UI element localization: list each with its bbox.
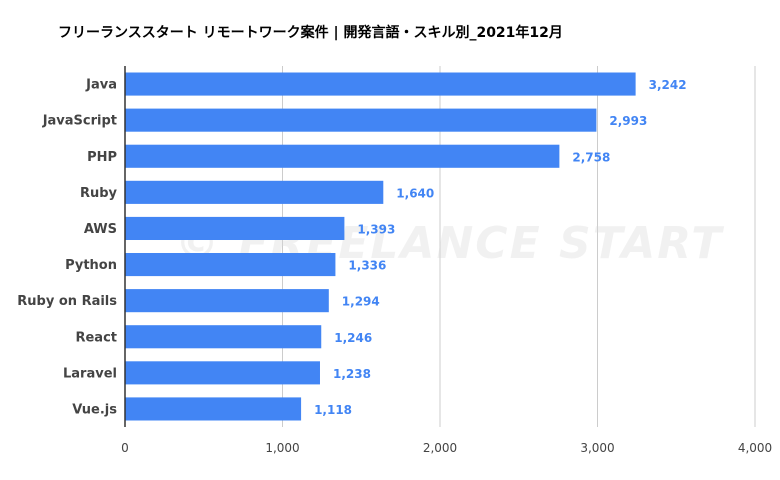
category-label: JavaScript (42, 114, 117, 129)
bar (125, 252, 336, 277)
category-label: AWS (84, 222, 117, 237)
value-label: 1,294 (342, 295, 380, 309)
category-label: Java (85, 78, 117, 93)
category-label: Vue.js (72, 402, 117, 417)
value-label: 1,118 (314, 403, 352, 417)
x-tick-label: 1,000 (265, 441, 299, 455)
value-label: 1,238 (333, 367, 371, 381)
bar (125, 180, 384, 204)
value-label: 1,246 (334, 331, 372, 345)
value-label: 2,758 (572, 150, 610, 164)
bars (125, 72, 636, 421)
category-label: Laravel (63, 366, 117, 381)
x-tick-label: 2,000 (423, 441, 457, 455)
x-tick-label: 4,000 (738, 441, 772, 455)
bar (125, 144, 560, 168)
labels: 0 1,000 2,000 3,000 4,000 Java 3,242 JavaScript… (17, 78, 772, 455)
value-label: 1,336 (348, 259, 386, 273)
category-label: Ruby (80, 186, 118, 201)
x-tick-label: 0 (121, 441, 129, 455)
value-label: 1,393 (357, 222, 395, 236)
category-label: Python (65, 258, 117, 273)
category-label: React (75, 330, 117, 345)
x-tick-label: 3,000 (580, 441, 614, 455)
bar (125, 72, 636, 96)
value-label: 2,993 (609, 114, 647, 128)
bar (125, 397, 302, 421)
chart-title: フリーランススタート リモートワーク案件 | 開発言語・スキル別_2021年12… (58, 25, 563, 41)
bar (125, 108, 597, 132)
bar (125, 216, 345, 241)
category-label: PHP (87, 150, 117, 165)
category-label: Ruby on Rails (17, 294, 117, 309)
value-label: 1,640 (396, 186, 434, 200)
bar (125, 325, 322, 349)
bar (125, 361, 320, 385)
bar (125, 289, 329, 313)
value-label: 3,242 (649, 78, 687, 92)
